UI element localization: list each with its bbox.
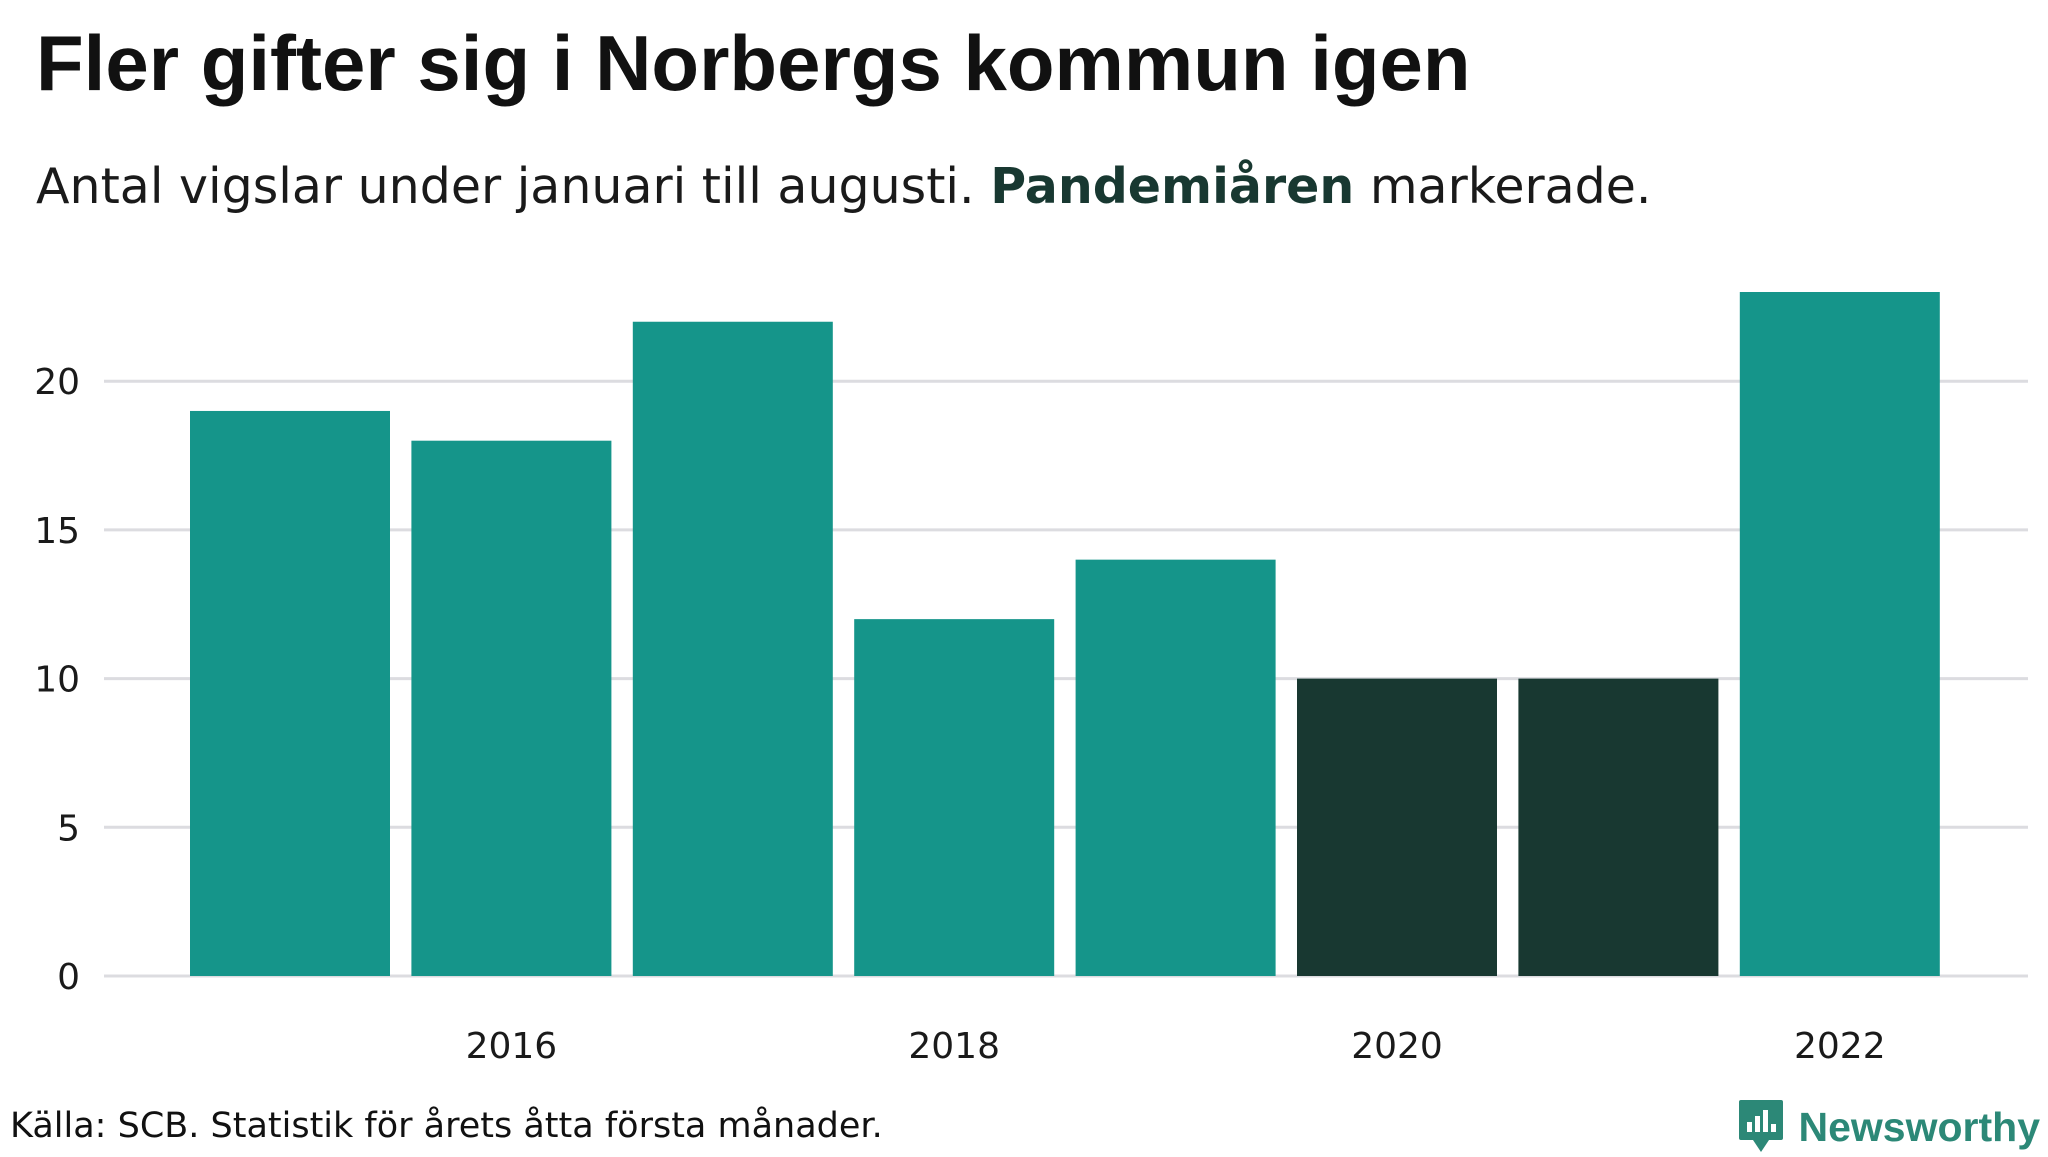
bar xyxy=(1075,559,1276,976)
y-tick-label: 15 xyxy=(34,511,80,552)
x-tick-label: 2022 xyxy=(1794,1026,1886,1067)
newsworthy-logo-icon xyxy=(1738,1100,1783,1152)
brand-name: Newsworthy xyxy=(1798,1103,2041,1150)
subtitle-highlight: Pandemiåren xyxy=(990,158,1355,215)
bar xyxy=(411,440,612,976)
brand-logo: Newsworthy xyxy=(1737,1097,2041,1157)
chart-title: Fler gifter sig i Norbergs kommun igen xyxy=(36,19,1471,107)
y-tick-label: 0 xyxy=(57,957,80,998)
y-tick-label: 5 xyxy=(57,808,80,849)
bar xyxy=(190,410,390,976)
x-tick-label: 2016 xyxy=(466,1026,558,1067)
chart-subtitle: Antal vigslar under januari till augusti… xyxy=(36,158,1652,215)
y-tick-label: 20 xyxy=(34,362,80,403)
bar xyxy=(854,619,1055,976)
x-tick-label: 2020 xyxy=(1351,1026,1443,1067)
subtitle-text-end: markerade. xyxy=(1354,158,1652,215)
bar-highlighted xyxy=(1518,678,1719,976)
x-tick-label: 2018 xyxy=(908,1026,1000,1067)
bar xyxy=(1739,292,1940,976)
subtitle-text: Antal vigslar under januari till augusti… xyxy=(36,158,991,215)
y-tick-label: 10 xyxy=(34,660,80,701)
source-note: Källa: SCB. Statistik för årets åtta för… xyxy=(10,1106,883,1146)
bar xyxy=(632,321,833,976)
bar-highlighted xyxy=(1297,678,1497,976)
